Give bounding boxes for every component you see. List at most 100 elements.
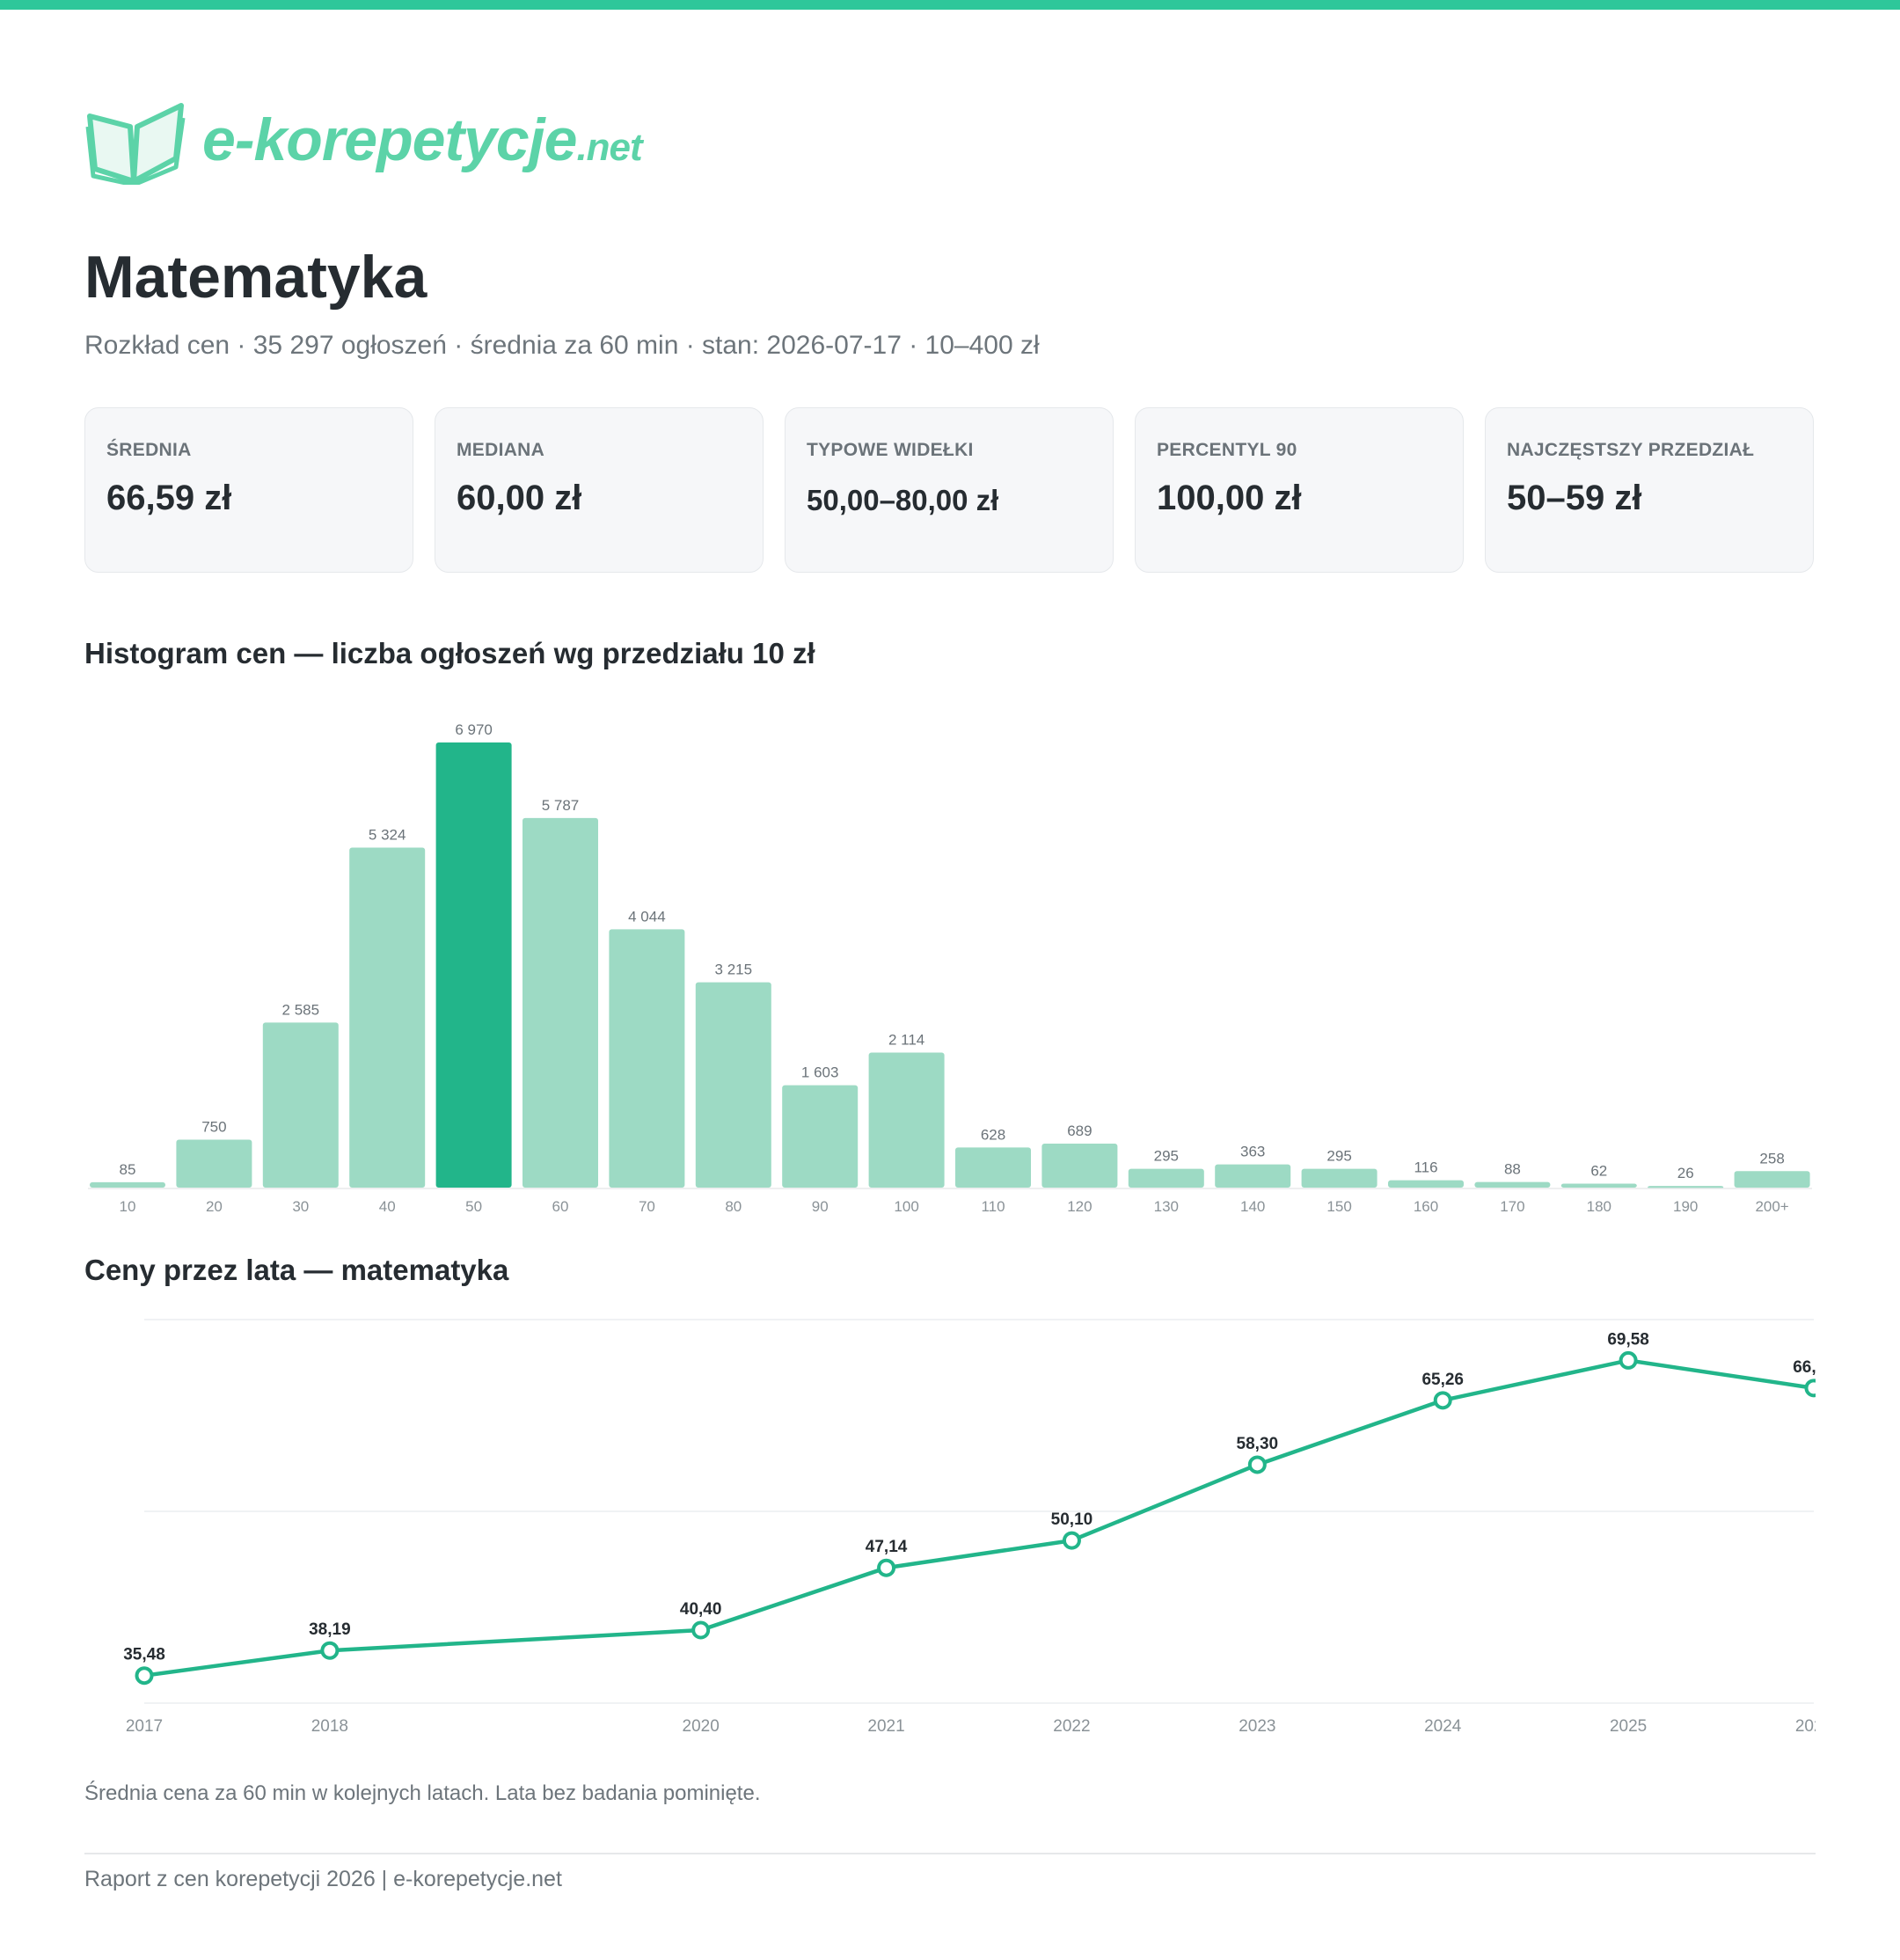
page-subtitle: Rozkład cen · 35 297 ogłoszeń · średnia … bbox=[84, 331, 1040, 360]
stat-cards: ŚREDNIA 66,59 zł MEDIANA 60,00 zł TYPOWE… bbox=[84, 407, 1816, 574]
histogram-x-tick: 180 bbox=[1587, 1198, 1611, 1215]
histogram-x-tick: 160 bbox=[1414, 1198, 1438, 1215]
histogram-bar bbox=[1301, 1168, 1378, 1188]
histogram-value-label: 750 bbox=[201, 1119, 226, 1136]
histogram-x-tick: 30 bbox=[292, 1198, 309, 1215]
histogram-value-label: 3 215 bbox=[715, 962, 753, 978]
histogram-value-label: 689 bbox=[1067, 1123, 1092, 1139]
line-point-value-label: 69,58 bbox=[1607, 1330, 1649, 1349]
line-point-value-label: 65,26 bbox=[1421, 1371, 1464, 1389]
line-x-tick: 2022 bbox=[1053, 1717, 1090, 1736]
yearly-price-line-chart: 35,48 2017 38,19 2018 40,40 2020 47,14 2021 50,1… bbox=[123, 1319, 1816, 1736]
histogram-value-label: 26 bbox=[1677, 1165, 1694, 1181]
stat-label: PERCENTYL 90 bbox=[1157, 440, 1297, 460]
line-x-tick: 2026 bbox=[1795, 1717, 1816, 1736]
top-accent-bar bbox=[0, 0, 1900, 10]
chart-note: Średnia cena za 60 min w kolejnych latac… bbox=[84, 1781, 761, 1805]
histogram-bar bbox=[435, 742, 512, 1188]
line-point-value-label: 58,30 bbox=[1237, 1435, 1279, 1453]
histogram-bar bbox=[782, 1085, 859, 1188]
line-x-tick: 2020 bbox=[683, 1717, 720, 1736]
line-point bbox=[135, 1666, 154, 1686]
stat-card-median: MEDIANA 60,00 zł bbox=[435, 407, 764, 573]
histogram-x-tick: 100 bbox=[894, 1198, 918, 1215]
line-point-value-label: 40,40 bbox=[680, 1600, 722, 1619]
histogram-x-tick: 40 bbox=[379, 1198, 396, 1215]
footer-divider bbox=[84, 1853, 1816, 1854]
histogram-value-label: 2 114 bbox=[888, 1032, 924, 1049]
line-x-tick: 2017 bbox=[126, 1717, 163, 1736]
histogram-bar bbox=[868, 1052, 945, 1188]
histogram-x-tick: 60 bbox=[552, 1198, 569, 1215]
stat-value: 50–59 zł bbox=[1507, 479, 1642, 517]
histogram-x-tick: 20 bbox=[206, 1198, 223, 1215]
stat-value: 50,00–80,00 zł bbox=[807, 484, 999, 516]
line-point bbox=[691, 1620, 711, 1640]
stat-label: TYPOWE WIDEŁKI bbox=[807, 440, 974, 460]
line-point-value-label: 66,59 bbox=[1793, 1358, 1816, 1377]
price-histogram-chart: 85 10 750 20 2 585 30 5 324 40 6 970 50 5 787 60 4 0… bbox=[88, 721, 1812, 1215]
line-point bbox=[1619, 1350, 1638, 1370]
histogram-value-label: 628 bbox=[981, 1126, 1005, 1143]
histogram-bar bbox=[176, 1139, 252, 1188]
histogram-title: Histogram cen — liczba ogłoszeń wg przed… bbox=[84, 637, 815, 669]
line-point bbox=[1247, 1455, 1267, 1474]
histogram-bar bbox=[262, 1022, 339, 1188]
histogram-value-label: 116 bbox=[1414, 1159, 1437, 1176]
brand-name: e-korepetycje bbox=[202, 106, 577, 173]
histogram-bar bbox=[955, 1147, 1031, 1188]
line-point-value-label: 47,14 bbox=[866, 1538, 908, 1556]
histogram-value-label: 5 324 bbox=[369, 826, 406, 843]
histogram-bar bbox=[522, 817, 598, 1188]
histogram-x-tick: 70 bbox=[639, 1198, 655, 1215]
line-x-tick: 2018 bbox=[311, 1717, 348, 1736]
brand-tld: .net bbox=[576, 126, 642, 169]
histogram-x-tick: 170 bbox=[1500, 1198, 1524, 1215]
histogram-value-label: 295 bbox=[1154, 1148, 1179, 1165]
line-point bbox=[1804, 1379, 1816, 1398]
line-x-tick: 2023 bbox=[1239, 1717, 1275, 1736]
histogram-x-tick: 10 bbox=[120, 1198, 136, 1215]
line-point bbox=[1062, 1531, 1081, 1550]
histogram-bar bbox=[1474, 1181, 1551, 1188]
line-x-tick: 2025 bbox=[1610, 1717, 1647, 1736]
line-point bbox=[877, 1558, 896, 1577]
line-point-value-label: 35,48 bbox=[123, 1646, 165, 1664]
stat-label: NAJCZĘSTSZY PRZEDZIAŁ bbox=[1507, 440, 1755, 460]
line-point-value-label: 50,10 bbox=[1051, 1510, 1093, 1529]
histogram-value-label: 4 044 bbox=[628, 908, 666, 925]
stat-label: ŚREDNIA bbox=[106, 440, 192, 460]
stat-value: 60,00 zł bbox=[457, 479, 582, 517]
histogram-bar bbox=[609, 929, 685, 1188]
histogram-x-tick: 200+ bbox=[1755, 1198, 1788, 1215]
stat-card-typical-range: TYPOWE WIDEŁKI 50,00–80,00 zł bbox=[785, 407, 1114, 573]
histogram-bar bbox=[1560, 1183, 1637, 1188]
histogram-value-label: 85 bbox=[120, 1161, 136, 1178]
histogram-value-label: 62 bbox=[1590, 1162, 1607, 1179]
histogram-value-label: 258 bbox=[1759, 1150, 1784, 1166]
histogram-x-tick: 120 bbox=[1067, 1198, 1092, 1215]
histogram-value-label: 363 bbox=[1240, 1144, 1265, 1160]
histogram-x-tick: 50 bbox=[465, 1198, 482, 1215]
brand-wordmark: e-korepetycje.net bbox=[202, 106, 643, 174]
histogram-value-label: 1 603 bbox=[801, 1064, 839, 1081]
histogram-x-tick: 90 bbox=[812, 1198, 829, 1215]
line-chart-title: Ceny przez lata — matematyka bbox=[84, 1254, 509, 1286]
histogram-value-label: 295 bbox=[1326, 1148, 1351, 1165]
line-point bbox=[320, 1641, 340, 1660]
histogram-bar bbox=[1041, 1143, 1118, 1188]
histogram-x-tick: 150 bbox=[1326, 1198, 1351, 1215]
histogram-x-tick: 80 bbox=[725, 1198, 742, 1215]
stat-card-mean: ŚREDNIA 66,59 zł bbox=[84, 407, 413, 573]
line-x-tick: 2024 bbox=[1424, 1717, 1462, 1736]
page-title: Matematyka bbox=[84, 244, 428, 311]
brand-logo[interactable]: e-korepetycje.net bbox=[84, 97, 700, 194]
histogram-bar bbox=[90, 1181, 165, 1188]
histogram-value-label: 88 bbox=[1504, 1161, 1521, 1178]
histogram-bar bbox=[1215, 1164, 1291, 1188]
yearly-price-series-line bbox=[143, 1358, 1815, 1678]
histogram-x-tick: 190 bbox=[1673, 1198, 1698, 1215]
stat-card-percentile-90: PERCENTYL 90 100,00 zł bbox=[1135, 407, 1464, 573]
footer-text: Raport z cen korepetycji 2026 | e-korepe… bbox=[84, 1867, 562, 1891]
histogram-bar bbox=[349, 847, 426, 1188]
